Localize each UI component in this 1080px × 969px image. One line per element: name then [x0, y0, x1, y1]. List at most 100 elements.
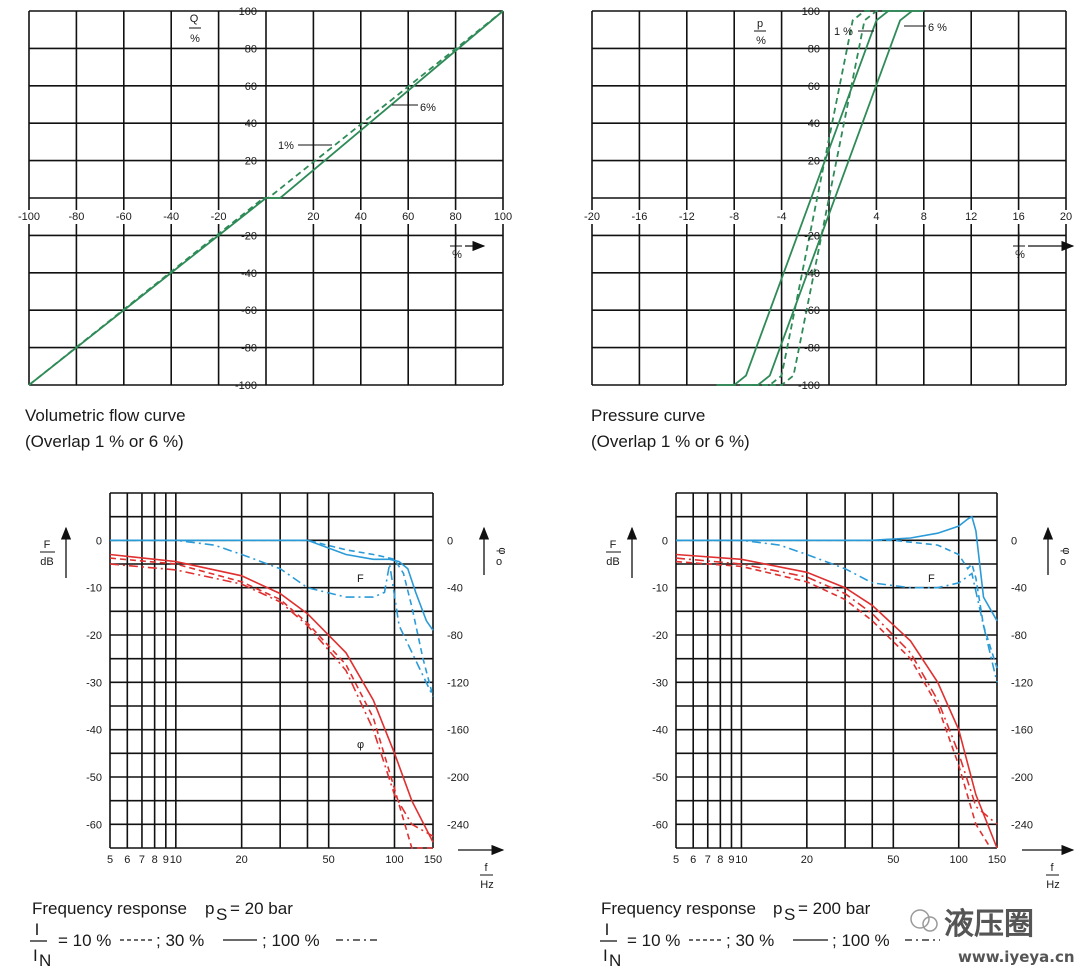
c4-ytick: -60	[652, 819, 668, 831]
c1-xtick: 20	[307, 211, 319, 223]
c3-xtick: 6	[124, 854, 130, 866]
freq20-anno-phi: φ	[357, 739, 364, 751]
c3-ytick: -40	[86, 725, 102, 737]
flow-title: Volumetric flow curve	[25, 406, 186, 425]
c1-xtick-mask	[491, 210, 515, 224]
c4-xtick: 20	[801, 854, 813, 866]
watermark: 液压圈 www.iyeya.cn	[910, 907, 1075, 966]
c2-xtick-mask	[727, 210, 742, 224]
c4-xtick: 10	[735, 854, 747, 866]
c3-phase-line	[109, 553, 434, 843]
freq200-legend-10: = 10 %	[627, 931, 680, 950]
c1-xtick: 40	[355, 211, 367, 223]
pressure-grid	[591, 10, 1067, 386]
pressure-title: Pressure curve	[591, 406, 705, 425]
c1-xtick-mask	[161, 210, 182, 224]
c1-xtick: 60	[402, 211, 414, 223]
freq20-legend-10: = 10 %	[58, 931, 111, 950]
c4-y2tick: -200	[1011, 772, 1033, 784]
c4-xtick: 6	[690, 854, 696, 866]
c1-ytick: -100	[235, 380, 257, 392]
flow-anno-6pct: 6%	[420, 102, 436, 114]
watermark-url: www.iyeya.cn	[958, 948, 1075, 966]
c3-amplitude-line	[110, 539, 434, 697]
pressure-anno-1pct: 1 %	[834, 26, 853, 38]
c3-xtick: 150	[424, 854, 442, 866]
c3-phase-line	[109, 557, 433, 849]
c3-xtick: 100	[385, 854, 403, 866]
c2-ytick: -100	[798, 380, 820, 392]
c4-xtick: 7	[705, 854, 711, 866]
freq20-ratio-den-sub: N	[39, 951, 51, 969]
c4-xtick: 5	[673, 854, 679, 866]
c2-xtick: 12	[965, 211, 977, 223]
c2-ytick: 40	[808, 118, 820, 130]
c2-xtick-mask	[963, 210, 980, 224]
c2-ytick: 20	[808, 156, 820, 168]
c1-xtick: -100	[18, 211, 40, 223]
freq200-ratio-den: I	[603, 946, 608, 965]
flow-ylabel-den: %	[190, 33, 200, 45]
c4-phase-line	[675, 557, 998, 825]
c4-amplitude-line	[676, 539, 998, 669]
c3-xtick: 20	[236, 854, 248, 866]
freq20-p-value: = 20 bar	[230, 899, 293, 918]
c3-xtick: 10	[170, 854, 182, 866]
c4-ytick: -30	[652, 677, 668, 689]
c3-ytick: 0	[96, 535, 102, 547]
flow-chart: -100 -80 -60 -40 -20 20 40 60 80 100 100 80 60 40 20 -2…	[15, 6, 515, 451]
c2-xtick: -12	[679, 211, 695, 223]
freq200-p-label: p	[773, 899, 782, 918]
c1-xtick: 100	[494, 211, 512, 223]
c3-xtick: 8	[152, 854, 158, 866]
c2-xtick-mask	[629, 210, 650, 224]
c4-amplitude-line	[676, 515, 998, 622]
c3-ytick: -50	[86, 772, 102, 784]
freq200-ylabel-den: dB	[606, 556, 619, 568]
c2-xtick-mask	[871, 210, 882, 224]
c1-xtick: 80	[449, 211, 461, 223]
c2-xtick: -16	[631, 211, 647, 223]
c1-ytick: -80	[241, 343, 257, 355]
c1-ytick: 80	[245, 43, 257, 55]
freq20-ratio-num: I	[35, 920, 40, 939]
freq20-grid	[109, 492, 434, 849]
freq20-ylabel-num: F	[44, 539, 51, 551]
c2-xtick: 20	[1060, 211, 1072, 223]
c2-series-line	[716, 10, 912, 386]
c2-ytick: 80	[808, 43, 820, 55]
pressure-ylabel-den: %	[756, 35, 766, 47]
c1-xtick-mask	[400, 210, 417, 224]
freq20-ticks: 5 6 7 8 9 10 20 50 100 150 0 -10 -20 -30 -40 -50 -60 0 -40…	[86, 535, 469, 866]
c4-xtick: 100	[950, 854, 968, 866]
pressure-xlabel-den: %	[1015, 249, 1025, 261]
c4-xtick: 150	[988, 854, 1006, 866]
c1-xtick-mask	[208, 210, 229, 224]
c2-ytick: 60	[808, 81, 820, 93]
flow-subtitle: (Overlap 1 % or 6 %)	[25, 432, 184, 451]
c3-y2tick: -120	[447, 677, 469, 689]
c4-ytick: -10	[652, 583, 668, 595]
c4-y2tick: 0	[1011, 535, 1017, 547]
c4-phase-line	[675, 560, 992, 849]
wechat-icon	[910, 909, 930, 929]
freq20-ratio-den: I	[33, 946, 38, 965]
c2-xtick: 8	[921, 211, 927, 223]
c3-y2tick: -200	[447, 772, 469, 784]
c2-xtick: 16	[1012, 211, 1024, 223]
flow-grid	[28, 10, 504, 386]
c3-ytick: -30	[86, 677, 102, 689]
c2-ytick: -20	[804, 230, 820, 242]
c1-xtick: -80	[68, 211, 84, 223]
c4-ytick: -40	[652, 725, 668, 737]
c3-ytick: -20	[86, 630, 102, 642]
freq200-grid	[675, 492, 998, 849]
c4-ytick: 0	[662, 535, 668, 547]
flow-xlabel-den: %	[452, 249, 462, 261]
c4-xtick: 9	[728, 854, 734, 866]
c1-xtick: -60	[116, 211, 132, 223]
c1-xtick-mask	[15, 210, 43, 224]
c3-y2tick: -40	[447, 583, 463, 595]
c2-ytick: -40	[804, 268, 820, 280]
